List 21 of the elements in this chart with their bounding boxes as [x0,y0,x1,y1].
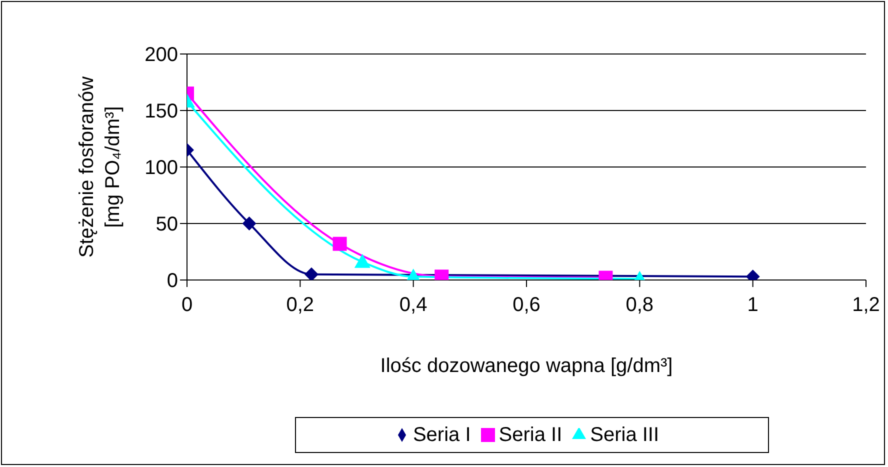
x-tick-label: 1,2 [852,294,880,316]
x-tick-label: 0,8 [626,294,654,316]
y-tick-label: 50 [156,214,178,236]
x-tick-label: 0 [181,294,193,316]
y-tick-label: 100 [144,157,178,180]
point [332,236,347,251]
y-tick-label: 200 [144,44,178,66]
point [304,267,318,280]
y-tick-label: 0 [166,270,178,292]
y-axis-title: Stężenie fosforanów [mg PO₄/dm³] [75,75,125,260]
legend-label: Seria III [590,424,660,446]
point [242,216,256,230]
point [354,254,370,268]
x-tick-label: 0,2 [286,294,314,316]
x-tick-label: 0,6 [512,294,540,316]
x-tick-label: 0,4 [399,294,428,316]
legend-label: Seria I [412,424,471,446]
x-tick-label: 1 [747,294,758,316]
x-axis-title: Ilośc dozowanego wapna [g/dm³] [379,355,674,378]
y-tick-label: 150 [144,100,178,123]
legend-label: Seria II [498,424,562,446]
